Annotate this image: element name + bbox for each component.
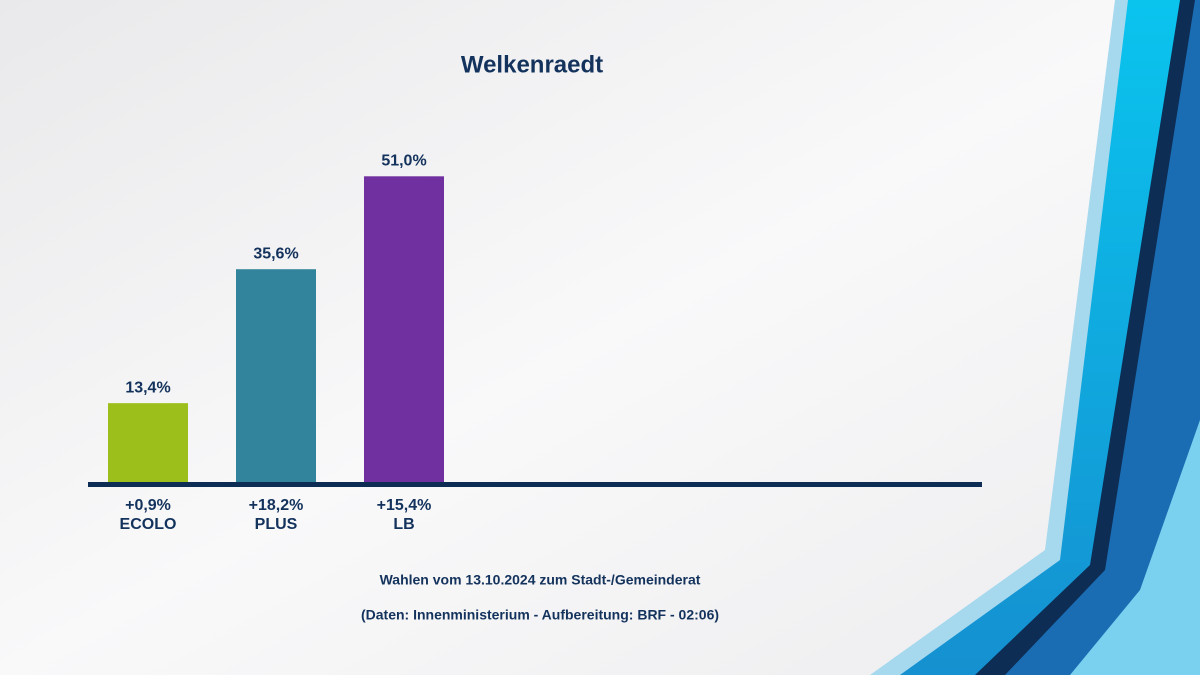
change-label: +15,4%	[377, 497, 432, 514]
decor	[1070, 420, 1200, 675]
x-tick-label: LB	[393, 516, 414, 533]
bar	[236, 269, 316, 484]
bar	[108, 403, 188, 484]
decor	[1005, 0, 1200, 675]
bar	[364, 176, 444, 485]
change-label: +18,2%	[249, 497, 304, 514]
x-tick-label: ECOLO	[120, 516, 177, 533]
x-tick-label: PLUS	[255, 516, 298, 533]
change-label: +0,9%	[125, 497, 171, 514]
subtitle: Wahlen vom 13.10.2024 zum Stadt-/Gemeind…	[380, 572, 701, 588]
value-label: 35,6%	[253, 245, 298, 262]
source: (Daten: Innenministerium - Aufbereitung:…	[361, 607, 719, 623]
baseline	[88, 482, 982, 487]
value-label: 51,0%	[381, 153, 426, 170]
value-label: 13,4%	[125, 379, 170, 396]
chart-title: Welkenraedt	[461, 51, 603, 78]
